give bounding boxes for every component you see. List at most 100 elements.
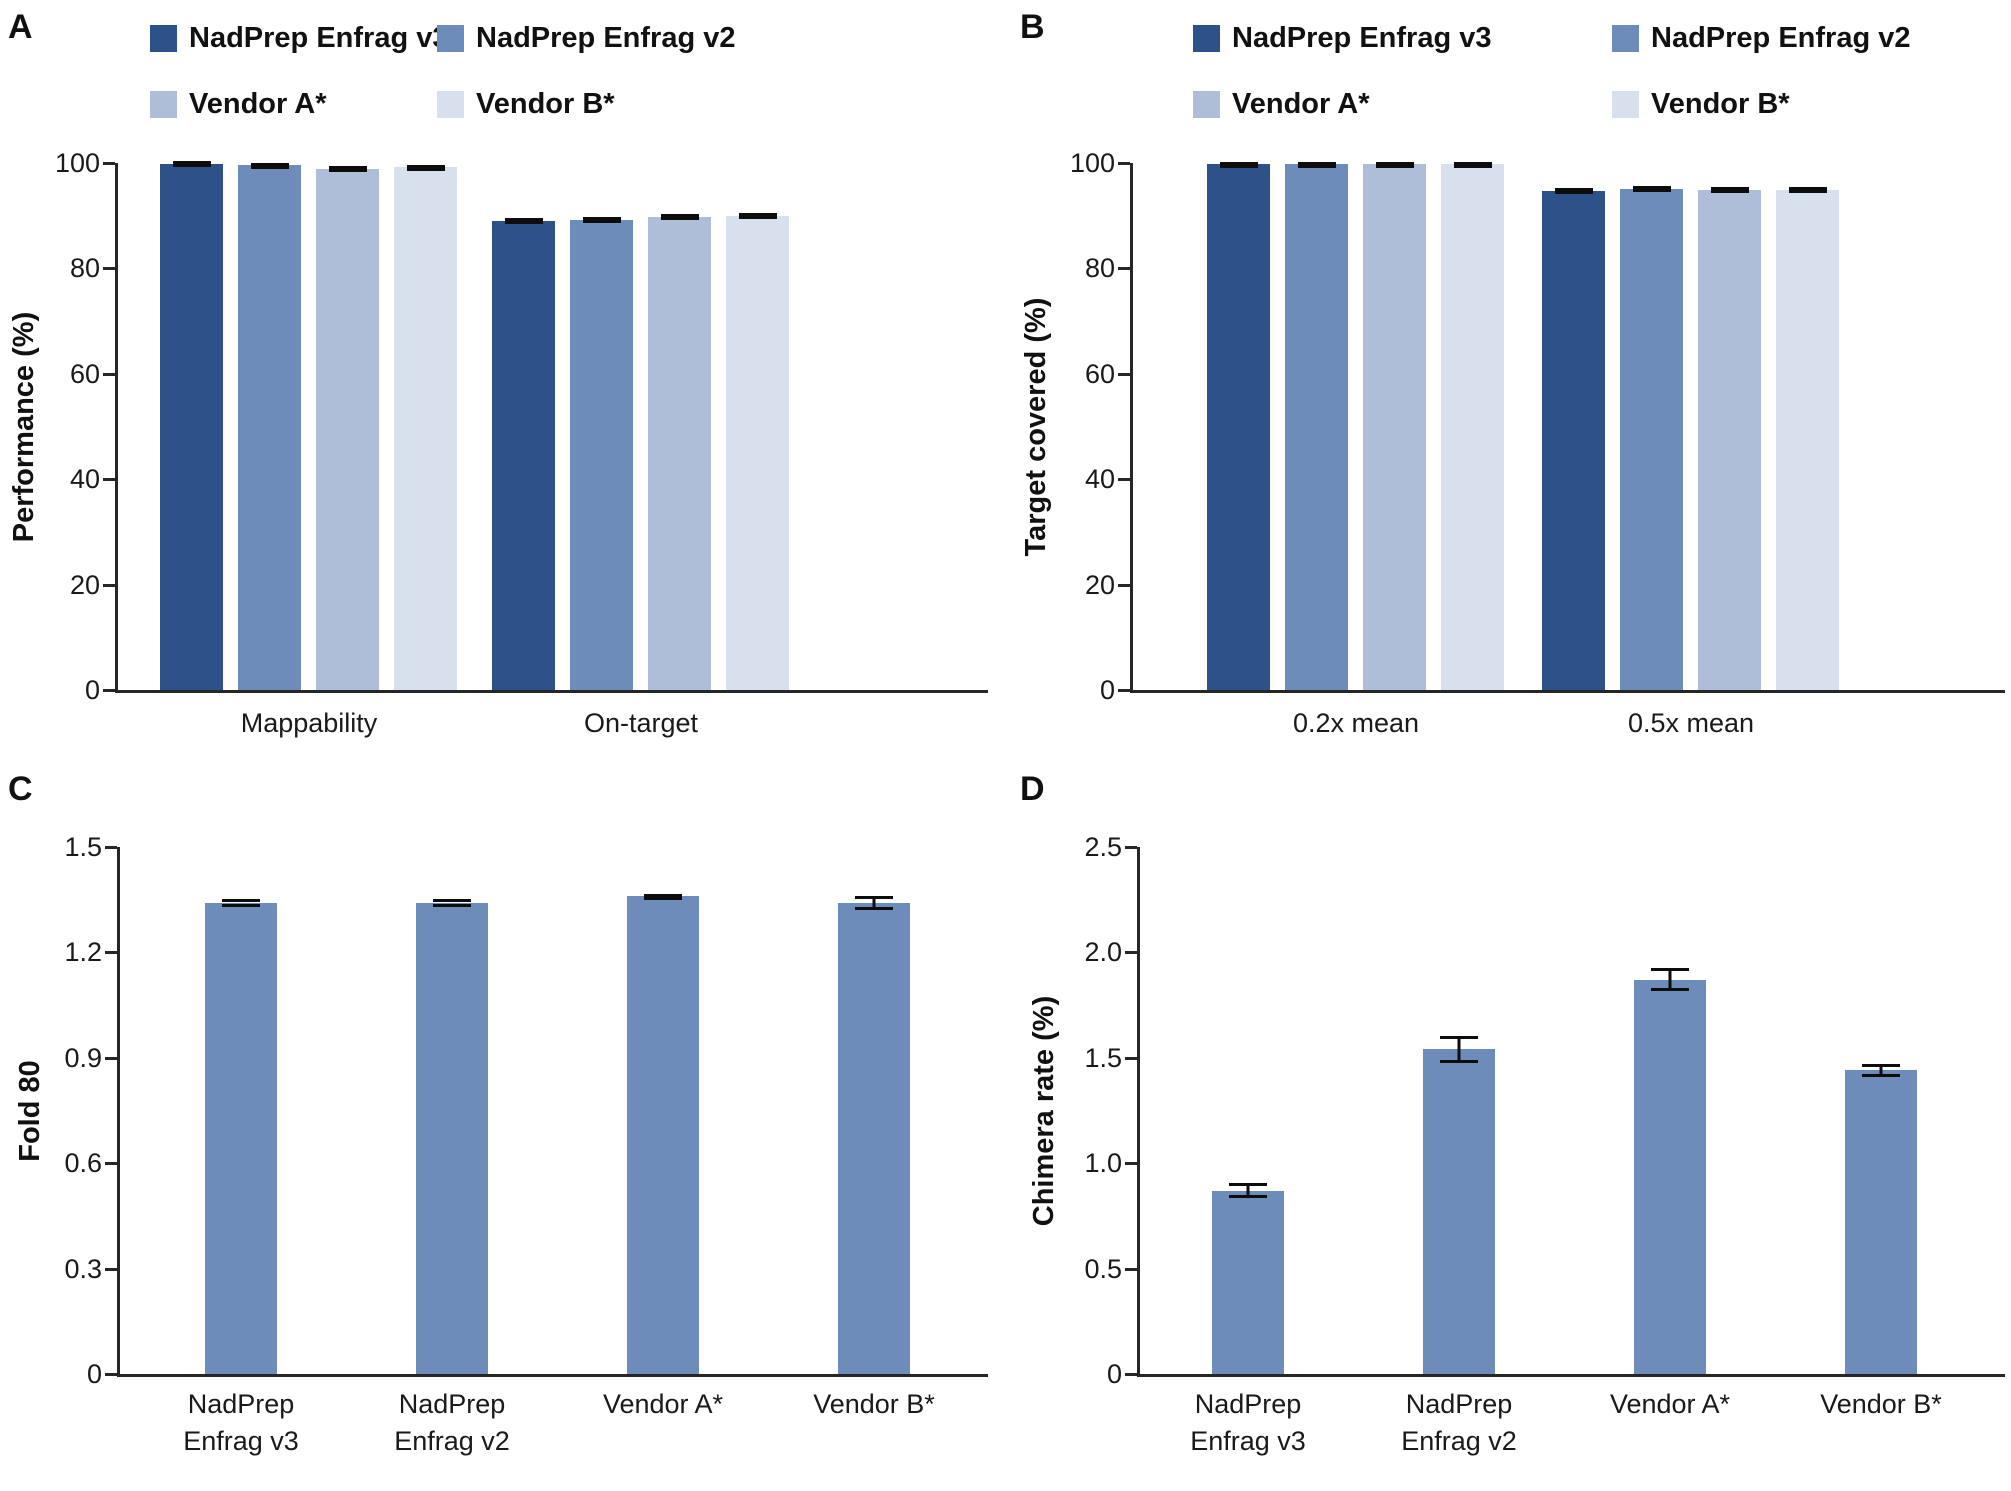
y-axis-line-A — [115, 163, 118, 690]
y-tick-label-D-2.5: 2.5 — [1084, 832, 1122, 862]
category-label-line: Vendor B* — [813, 1389, 935, 1419]
bar-C-0-error — [222, 899, 260, 907]
legend-swatch-icon — [1193, 91, 1220, 118]
category-label-line: Enfrag v3 — [183, 1426, 299, 1456]
x-axis-line-B — [1130, 690, 2005, 693]
x-axis-line-A — [115, 690, 988, 693]
bar-B-0-series0-error — [1220, 162, 1258, 168]
y-tick-label-A-60: 60 — [69, 359, 100, 389]
bar-A-1-series3-error — [739, 213, 777, 219]
y-tick-label-C-1.5: 1.5 — [64, 832, 102, 862]
y-tick-C-1.5 — [105, 846, 117, 849]
category-label-C-2: Vendor A* — [513, 1386, 813, 1423]
y-tick-D-0 — [1125, 1373, 1137, 1376]
bar-A-1-series0-error — [505, 218, 543, 224]
legend-label: NadPrep Enfrag v2 — [476, 22, 736, 54]
bar-A-1-series3 — [726, 216, 789, 690]
y-tick-C-0.3 — [105, 1268, 117, 1271]
category-label-line: Enfrag v3 — [1190, 1426, 1306, 1456]
bar-C-3-error — [855, 896, 893, 910]
category-label-line: Enfrag v2 — [1401, 1426, 1517, 1456]
bar-B-1-series2 — [1698, 190, 1761, 690]
legend-item-A-1: NadPrep Enfrag v2 — [437, 20, 777, 56]
bar-A-0-series2-error — [329, 166, 367, 172]
bar-A-0-series1 — [238, 165, 301, 690]
category-label-D-0: NadPrep Enfrag v3 — [1098, 1386, 1398, 1460]
y-tick-A-100 — [103, 162, 115, 165]
category-label-B-0: 0.2x mean — [1206, 705, 1506, 742]
y-axis-line-C — [117, 847, 120, 1374]
y-tick-label-D-0.5: 0.5 — [1084, 1254, 1122, 1284]
x-axis-line-C — [117, 1374, 988, 1377]
bar-B-1-series1-error — [1633, 186, 1671, 192]
bar-D-1-error — [1440, 1036, 1478, 1063]
category-label-line: Enfrag v2 — [394, 1426, 510, 1456]
bar-B-1-series2-error — [1711, 187, 1749, 193]
panel-a: A Performance (%) — [0, 0, 1006, 746]
bar-A-1-series0 — [492, 221, 555, 690]
y-tick-label-A-20: 20 — [69, 570, 100, 600]
legend-item-B-0: NadPrep Enfrag v3 — [1193, 20, 1533, 56]
y-axis-line-B — [1130, 163, 1133, 690]
panel-label-c: C — [8, 770, 33, 808]
y-axis-title-target-covered: Target covered (%) — [1020, 297, 1052, 557]
y-tick-D-0.5 — [1125, 1268, 1137, 1271]
bar-B-0-series1 — [1285, 164, 1348, 690]
legend-item-A-2: Vendor A* — [150, 86, 490, 122]
legend-swatch-icon — [1612, 91, 1639, 118]
bar-A-1-series2-error — [661, 214, 699, 220]
category-label-line: Vendor A* — [1609, 1389, 1731, 1419]
bar-B-0-series0 — [1207, 164, 1270, 690]
bar-A-0-series3-error — [407, 165, 445, 171]
y-tick-B-0 — [1118, 689, 1130, 692]
panel-label-a: A — [8, 8, 33, 46]
y-tick-label-B-20: 20 — [1084, 570, 1115, 600]
bar-A-1-series1-error — [583, 217, 621, 223]
bar-D-0-error-stem — [1246, 1186, 1250, 1195]
bar-C-3 — [838, 903, 910, 1374]
bar-C-3-error-stem — [872, 899, 876, 907]
bar-B-1-series0-error — [1555, 188, 1593, 194]
category-label-line: NadPrep — [398, 1389, 506, 1419]
bar-B-0-series2 — [1363, 164, 1426, 690]
legend-label: Vendor A* — [1232, 88, 1370, 120]
bar-B-1-series3-error — [1789, 187, 1827, 193]
category-label-D-1: NadPrep Enfrag v2 — [1309, 1386, 1609, 1460]
y-tick-label-B-100: 100 — [1069, 148, 1115, 178]
legend-swatch-icon — [437, 91, 464, 118]
y-tick-label-C-0.9: 0.9 — [64, 1043, 102, 1073]
y-tick-C-0.9 — [105, 1057, 117, 1060]
y-tick-label-A-40: 40 — [69, 464, 100, 494]
legend-swatch-icon — [1612, 25, 1639, 52]
legend-label: Vendor B* — [1651, 88, 1790, 120]
legend-item-B-1: NadPrep Enfrag v2 — [1612, 20, 1952, 56]
bar-A-0-series0-error — [173, 161, 211, 167]
bar-C-2 — [627, 896, 699, 1374]
bar-B-0-series2-error — [1376, 162, 1414, 168]
bar-C-1 — [416, 903, 488, 1374]
category-label-C-0: NadPrep Enfrag v3 — [91, 1386, 391, 1460]
y-tick-A-40 — [103, 478, 115, 481]
category-label-D-2: Vendor A* — [1520, 1386, 1820, 1423]
y-tick-A-0 — [103, 689, 115, 692]
bar-D-3-error-stem — [1879, 1067, 1883, 1074]
category-label-line: NadPrep — [187, 1389, 295, 1419]
y-axis-title-performance: Performance (%) — [8, 311, 40, 543]
y-tick-D-2.5 — [1125, 846, 1137, 849]
category-label-D-3: Vendor B* — [1731, 1386, 2011, 1423]
legend-item-A-0: NadPrep Enfrag v3 — [150, 20, 490, 56]
y-tick-C-0.6 — [105, 1162, 117, 1165]
y-tick-label-C-0.3: 0.3 — [64, 1254, 102, 1284]
category-label-line: Vendor A* — [602, 1389, 724, 1419]
bar-B-0-series1-error — [1298, 162, 1336, 168]
legend-label: NadPrep Enfrag v3 — [1232, 22, 1492, 54]
y-tick-B-80 — [1118, 267, 1130, 270]
bar-A-0-series2 — [316, 169, 379, 690]
legend-label: Vendor A* — [189, 88, 327, 120]
category-label-line: 0.5x mean — [1627, 708, 1755, 738]
bar-B-1-series3 — [1776, 190, 1839, 690]
y-tick-A-60 — [103, 373, 115, 376]
y-tick-D-2.0 — [1125, 951, 1137, 954]
legend-swatch-icon — [437, 25, 464, 52]
